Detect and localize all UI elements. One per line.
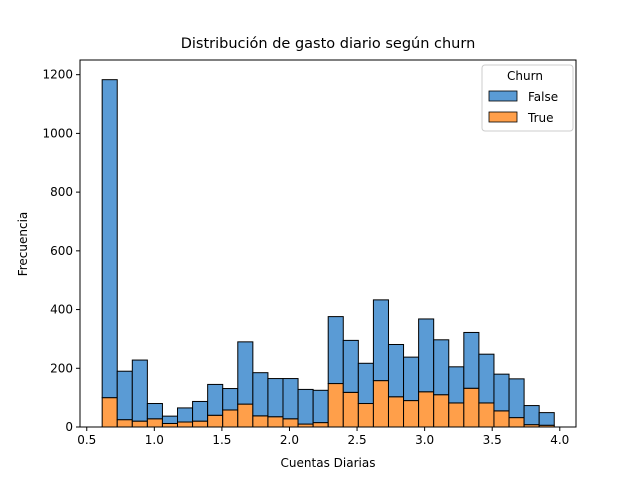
bar-false-10 bbox=[252, 372, 269, 417]
bar-true-22 bbox=[433, 394, 450, 428]
bar-false-9 bbox=[237, 341, 254, 405]
bar-false-20 bbox=[403, 356, 420, 402]
bar-false-5 bbox=[177, 407, 194, 423]
y-tick-label: 800 bbox=[50, 185, 73, 199]
bar-true-21 bbox=[418, 391, 435, 428]
x-tick-label: 2.0 bbox=[280, 433, 299, 447]
bar-true-14 bbox=[312, 422, 329, 428]
bars-layer bbox=[101, 79, 555, 428]
bar-false-8 bbox=[222, 388, 239, 411]
bar-false-2 bbox=[131, 359, 148, 422]
bar-false-19 bbox=[387, 343, 405, 398]
bar-false-27 bbox=[508, 378, 525, 419]
bar-true-7 bbox=[207, 414, 224, 428]
bar-true-27 bbox=[508, 417, 525, 428]
bar-false-0 bbox=[101, 79, 118, 399]
bar-true-11 bbox=[267, 416, 284, 428]
legend-swatch-false bbox=[488, 90, 518, 102]
x-axis-label: Cuentas Diarias bbox=[281, 456, 376, 470]
x-tick-label: 1.5 bbox=[212, 433, 231, 447]
bar-true-16 bbox=[342, 391, 359, 428]
bar-false-18 bbox=[372, 299, 389, 382]
bar-true-26 bbox=[493, 410, 510, 428]
bar-false-1 bbox=[116, 370, 133, 421]
bar-false-11 bbox=[267, 378, 284, 418]
bar-false-7 bbox=[207, 383, 224, 416]
bar-false-22 bbox=[433, 339, 450, 396]
y-tick-label: 1000 bbox=[42, 126, 73, 140]
bar-false-28 bbox=[523, 405, 540, 426]
y-tick-label: 600 bbox=[50, 244, 73, 258]
bar-false-17 bbox=[357, 362, 374, 405]
bar-true-6 bbox=[192, 420, 209, 428]
x-tick-label: 2.5 bbox=[348, 433, 367, 447]
bar-false-3 bbox=[146, 403, 163, 420]
legend-swatch-true bbox=[488, 111, 518, 123]
y-tick-label: 200 bbox=[50, 361, 73, 375]
bar-true-2 bbox=[131, 420, 148, 428]
bar-false-25 bbox=[478, 353, 495, 404]
bar-true-0 bbox=[101, 397, 118, 428]
x-tick-label: 1.0 bbox=[145, 433, 164, 447]
bar-false-13 bbox=[297, 388, 314, 425]
bar-true-24 bbox=[463, 387, 480, 428]
legend-label-true: True bbox=[527, 111, 554, 125]
bar-true-8 bbox=[222, 409, 239, 428]
bar-true-18 bbox=[372, 380, 389, 428]
bar-false-21 bbox=[418, 318, 435, 393]
y-tick-label: 0 bbox=[65, 420, 73, 434]
bar-true-5 bbox=[177, 421, 194, 428]
bar-false-15 bbox=[327, 316, 344, 385]
legend: Churn False True bbox=[481, 64, 574, 132]
bar-false-14 bbox=[312, 389, 329, 424]
bar-true-23 bbox=[448, 402, 465, 428]
bar-false-4 bbox=[161, 415, 179, 424]
x-tick-label: 4.0 bbox=[550, 433, 569, 447]
bar-true-9 bbox=[237, 403, 254, 428]
bar-false-23 bbox=[448, 366, 465, 404]
bar-true-20 bbox=[403, 400, 420, 428]
bar-false-12 bbox=[282, 378, 299, 420]
bar-true-1 bbox=[116, 419, 133, 428]
legend-title: Churn bbox=[507, 69, 543, 83]
plot-frame bbox=[79, 59, 577, 428]
bar-false-26 bbox=[493, 373, 510, 412]
bar-false-24 bbox=[463, 331, 480, 389]
y-tick-label: 400 bbox=[50, 303, 73, 317]
y-tick-label: 1200 bbox=[42, 68, 73, 82]
bar-false-6 bbox=[192, 400, 209, 422]
x-tick-label: 3.5 bbox=[483, 433, 502, 447]
axes-layer: 0.5 1.0 1.5 2.0 2.5 3.0 3.5 4.0 0 200 400 600 800 100… bbox=[42, 59, 577, 447]
x-tick-label: 3.0 bbox=[415, 433, 434, 447]
x-tick-label: 0.5 bbox=[77, 433, 96, 447]
bar-false-29 bbox=[538, 412, 555, 426]
chart-title: Distribución de gasto diario según churn bbox=[181, 36, 476, 52]
bar-true-15 bbox=[327, 383, 344, 428]
y-axis-label: Frecuencia bbox=[16, 212, 30, 277]
bar-true-17 bbox=[357, 403, 374, 428]
bar-true-3 bbox=[146, 418, 163, 428]
bar-false-16 bbox=[342, 339, 359, 393]
bar-true-12 bbox=[282, 418, 299, 428]
bar-true-25 bbox=[478, 402, 495, 428]
legend-label-false: False bbox=[528, 90, 558, 104]
bar-true-10 bbox=[252, 415, 269, 428]
bar-true-19 bbox=[387, 396, 405, 428]
bar-true-4 bbox=[161, 422, 179, 428]
